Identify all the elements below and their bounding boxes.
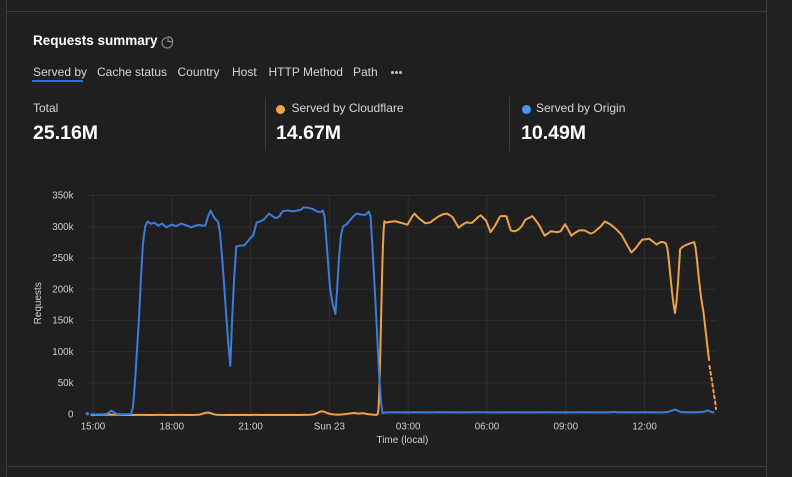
svg-text:09:00: 09:00 bbox=[554, 422, 579, 433]
svg-text:300k: 300k bbox=[52, 222, 73, 233]
svg-text:200k: 200k bbox=[52, 284, 73, 295]
svg-text:06:00: 06:00 bbox=[475, 422, 500, 433]
svg-text:250k: 250k bbox=[52, 253, 73, 264]
svg-text:150k: 150k bbox=[52, 316, 73, 327]
svg-text:100k: 100k bbox=[52, 347, 73, 358]
svg-text:50k: 50k bbox=[58, 378, 74, 389]
svg-text:350k: 350k bbox=[52, 191, 73, 202]
svg-text:03:00: 03:00 bbox=[396, 422, 421, 433]
svg-text:Requests: Requests bbox=[33, 282, 44, 324]
svg-text:0: 0 bbox=[68, 409, 74, 420]
svg-text:Time (local): Time (local) bbox=[376, 435, 428, 446]
svg-text:21:00: 21:00 bbox=[238, 422, 263, 433]
svg-text:18:00: 18:00 bbox=[160, 422, 185, 433]
svg-text:Sun 23: Sun 23 bbox=[314, 422, 346, 433]
svg-text:15:00: 15:00 bbox=[81, 422, 106, 433]
svg-text:12:00: 12:00 bbox=[632, 422, 657, 433]
